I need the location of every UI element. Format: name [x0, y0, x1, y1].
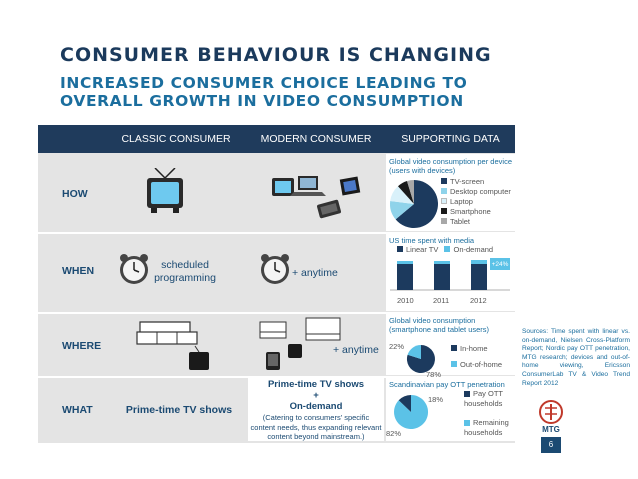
legend-item: Laptop	[441, 197, 511, 207]
row-label-when: WHEN	[62, 265, 95, 277]
what-value-remaining: 82%	[386, 429, 402, 438]
classic-what-text: Prime-time TV shows	[125, 404, 233, 416]
media-bar-chart	[390, 258, 510, 291]
bar-2012-ondemand	[471, 260, 487, 264]
where-value-outofhome: 22%	[389, 342, 405, 351]
bar-2011-ondemand	[434, 261, 450, 264]
slice-out-of-home	[407, 344, 421, 359]
where-value-inhome: 78%	[426, 370, 442, 379]
ott-pie-chart	[394, 394, 429, 429]
modern-what-plus: +	[313, 390, 319, 401]
retro-tv-icon	[147, 168, 183, 213]
row-label-how: HOW	[62, 188, 88, 200]
modern-what-note: (Catering to consumers' specific content…	[250, 413, 382, 441]
device-legend: TV-screen Desktop computer Laptop Smartp…	[441, 177, 511, 227]
header-supporting-data: SUPPORTING DATA	[401, 133, 500, 145]
legend-item: Smartphone	[441, 207, 511, 217]
x-tick-2011: 2011	[433, 296, 450, 305]
where-chart-title: Global video consumption (smartphone and…	[389, 316, 490, 334]
home-and-mobile-icon	[259, 317, 341, 370]
legend-swatch	[441, 218, 447, 224]
slide-subtitle: INCREASED CONSUMER CHOICE LEADING TO OVE…	[60, 74, 468, 110]
sources-note: Sources: Time spent with linear vs. on-d…	[522, 328, 630, 387]
modern-what-line2: On-demand	[289, 401, 343, 412]
legend-item: Desktop computer	[441, 187, 511, 197]
growth-label: +24%	[491, 261, 509, 268]
slice-in-home	[406, 345, 435, 373]
page-number: 6	[541, 437, 561, 453]
legend-swatch	[441, 208, 447, 214]
modern-what-line1: Prime-time TV shows	[267, 379, 365, 390]
x-tick-2012: 2012	[470, 296, 487, 305]
legend-swatch	[397, 246, 403, 252]
legend-swatch	[451, 361, 457, 367]
table-header-bar	[38, 125, 515, 153]
mtg-logo: MTG	[539, 400, 563, 434]
bar-2010-linear	[397, 264, 413, 290]
supporting-cell-where	[386, 314, 515, 375]
sofa-tv-icon	[136, 321, 209, 370]
alarm-clock-icon	[261, 254, 289, 284]
legend-item: TV-screen	[441, 177, 511, 187]
what-legend-payott: Pay OTT households	[464, 389, 503, 408]
legend-item: Tablet	[441, 217, 511, 227]
legend-swatch	[444, 246, 451, 252]
legend-swatch	[441, 198, 447, 204]
bar-2010-ondemand	[397, 261, 413, 264]
x-tick-2010: 2010	[397, 296, 414, 305]
how-chart-title: Global video consumption per device (use…	[389, 157, 512, 175]
header-modern-consumer: MODERN CONSUMER	[260, 133, 372, 145]
where-legend-inhome: In-home	[451, 344, 488, 354]
alarm-clock-icon	[120, 254, 148, 284]
row-label-what: WHAT	[62, 404, 93, 416]
row-label-where: WHERE	[62, 340, 102, 352]
where-legend-outofhome: Out-of-home	[451, 360, 502, 370]
bar-2011-linear	[434, 264, 450, 290]
what-chart-title: Scandinavian pay OTT penetration	[389, 380, 505, 389]
slice-pay-ott	[398, 395, 411, 412]
device-pie-chart	[390, 179, 439, 228]
legend-swatch	[441, 188, 447, 194]
what-value-payott: 18%	[428, 395, 444, 404]
what-legend-remaining: Remaining households	[464, 418, 509, 437]
when-chart-title: US time spent with media	[389, 236, 475, 245]
media-legend: Linear TV On-demand	[397, 245, 493, 255]
modern-devices-icon	[272, 176, 361, 219]
header-classic-consumer: CLASSIC CONSUMER	[121, 133, 231, 145]
classic-when-text: scheduled programming	[154, 259, 216, 284]
bar-2012-linear	[471, 264, 487, 290]
slice-remaining	[394, 394, 429, 429]
modern-where-text: + anytime	[333, 344, 379, 356]
legend-swatch	[451, 345, 457, 351]
legend-swatch	[464, 391, 470, 397]
growth-callout	[490, 258, 510, 270]
modern-what-cell	[248, 377, 384, 441]
slide-title: CONSUMER BEHAVIOUR IS CHANGING	[60, 44, 492, 66]
legend-swatch	[441, 178, 447, 184]
legend-swatch	[464, 420, 470, 426]
location-pie-chart	[406, 344, 435, 373]
svg-text:MTG: MTG	[542, 425, 560, 434]
modern-when-text: + anytime	[292, 267, 338, 279]
